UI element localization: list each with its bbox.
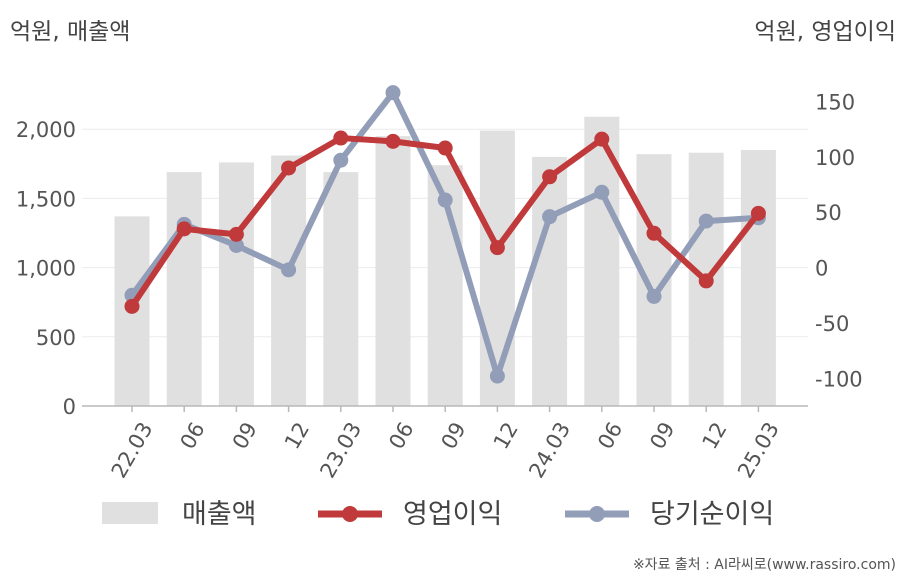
operating-profit-point bbox=[281, 160, 297, 176]
legend-swatch-operating-dot bbox=[342, 506, 358, 522]
revenue-bar bbox=[271, 155, 307, 406]
legend: 매출액 영업이익 당기순이익 bbox=[102, 499, 774, 530]
right-axis-ticks: -100 -50 0 50 100 150 bbox=[815, 91, 863, 392]
left-axis-unit: 억원, 매출액 bbox=[10, 19, 131, 45]
profit-lines bbox=[124, 85, 766, 384]
operating-profit-point bbox=[124, 298, 140, 314]
revenue-bar bbox=[323, 172, 359, 406]
x-tick-label: 06 bbox=[384, 418, 418, 453]
right-tick-label: -100 bbox=[815, 367, 863, 391]
operating-profit-point bbox=[750, 205, 766, 221]
revenue-bar bbox=[740, 149, 776, 406]
x-tick-label: 09 bbox=[437, 418, 471, 453]
legend-label-revenue: 매출액 bbox=[182, 499, 257, 530]
left-tick-label: 500 bbox=[36, 326, 76, 350]
x-tick-label: 12 bbox=[489, 418, 523, 453]
net-income-point bbox=[698, 213, 714, 229]
x-axis bbox=[82, 405, 808, 412]
source-note: ※자료 출처 : AI라씨로(www.rassiro.com) bbox=[632, 557, 896, 573]
x-tick-label: 09 bbox=[645, 418, 679, 453]
right-axis-unit: 억원, 영업이익 bbox=[754, 19, 896, 45]
legend-label-operating: 영업이익 bbox=[403, 499, 502, 530]
legend-swatch-net-dot bbox=[589, 506, 605, 522]
revenue-bar bbox=[166, 172, 202, 406]
net-income-point bbox=[646, 288, 662, 304]
net-income-point bbox=[281, 262, 297, 278]
legend-label-net: 당기순이익 bbox=[650, 499, 774, 530]
operating-profit-point bbox=[594, 131, 610, 147]
x-tick-label: 09 bbox=[228, 418, 262, 453]
left-tick-label: 1,000 bbox=[16, 257, 76, 281]
operating-profit-point bbox=[228, 226, 244, 242]
operating-profit-point bbox=[437, 140, 453, 156]
legend-swatch-revenue bbox=[102, 502, 158, 524]
operating-profit-point bbox=[646, 225, 662, 241]
left-axis-ticks: 0 500 1,000 1,500 2,000 bbox=[16, 118, 76, 419]
operating-profit-point bbox=[698, 273, 714, 289]
x-tick-label: 24.03 bbox=[524, 418, 575, 482]
left-tick-label: 2,000 bbox=[16, 118, 76, 142]
x-axis-ticks: 22.03 06 09 12 23.03 06 09 12 24.03 06 09 12 25.03 bbox=[107, 418, 784, 482]
net-income-point bbox=[542, 209, 558, 225]
net-income-point bbox=[385, 85, 401, 101]
x-tick-label: 23.03 bbox=[315, 418, 366, 482]
net-income-point bbox=[333, 152, 349, 168]
x-tick-label: 12 bbox=[280, 418, 314, 453]
right-tick-label: 50 bbox=[815, 201, 842, 225]
operating-profit-point bbox=[333, 130, 349, 146]
right-tick-label: 100 bbox=[815, 146, 855, 170]
x-tick-label: 12 bbox=[698, 418, 732, 453]
left-tick-label: 0 bbox=[63, 395, 76, 419]
revenue-bar bbox=[375, 136, 411, 406]
operating-profit-point bbox=[489, 240, 505, 256]
revenue-bar bbox=[218, 162, 254, 406]
x-tick-label: 25.03 bbox=[733, 418, 784, 482]
operating-profit-point bbox=[385, 133, 401, 149]
net-income-point bbox=[228, 237, 244, 253]
revenue-bars bbox=[114, 116, 776, 407]
revenue-bar bbox=[479, 130, 515, 407]
x-tick-label: 22.03 bbox=[107, 418, 158, 482]
net-income-point bbox=[489, 368, 505, 384]
net-income-point bbox=[594, 184, 610, 200]
operating-profit-point bbox=[176, 221, 192, 237]
right-tick-label: -50 bbox=[815, 312, 849, 336]
right-tick-label: 0 bbox=[815, 257, 828, 281]
x-tick-label: 06 bbox=[593, 418, 627, 453]
operating-profit-point bbox=[542, 169, 558, 185]
left-tick-label: 1,500 bbox=[16, 187, 76, 211]
right-tick-label: 150 bbox=[815, 91, 855, 115]
net-income-point bbox=[437, 192, 453, 208]
revenue-bar bbox=[532, 156, 568, 406]
x-tick-label: 06 bbox=[176, 418, 210, 453]
